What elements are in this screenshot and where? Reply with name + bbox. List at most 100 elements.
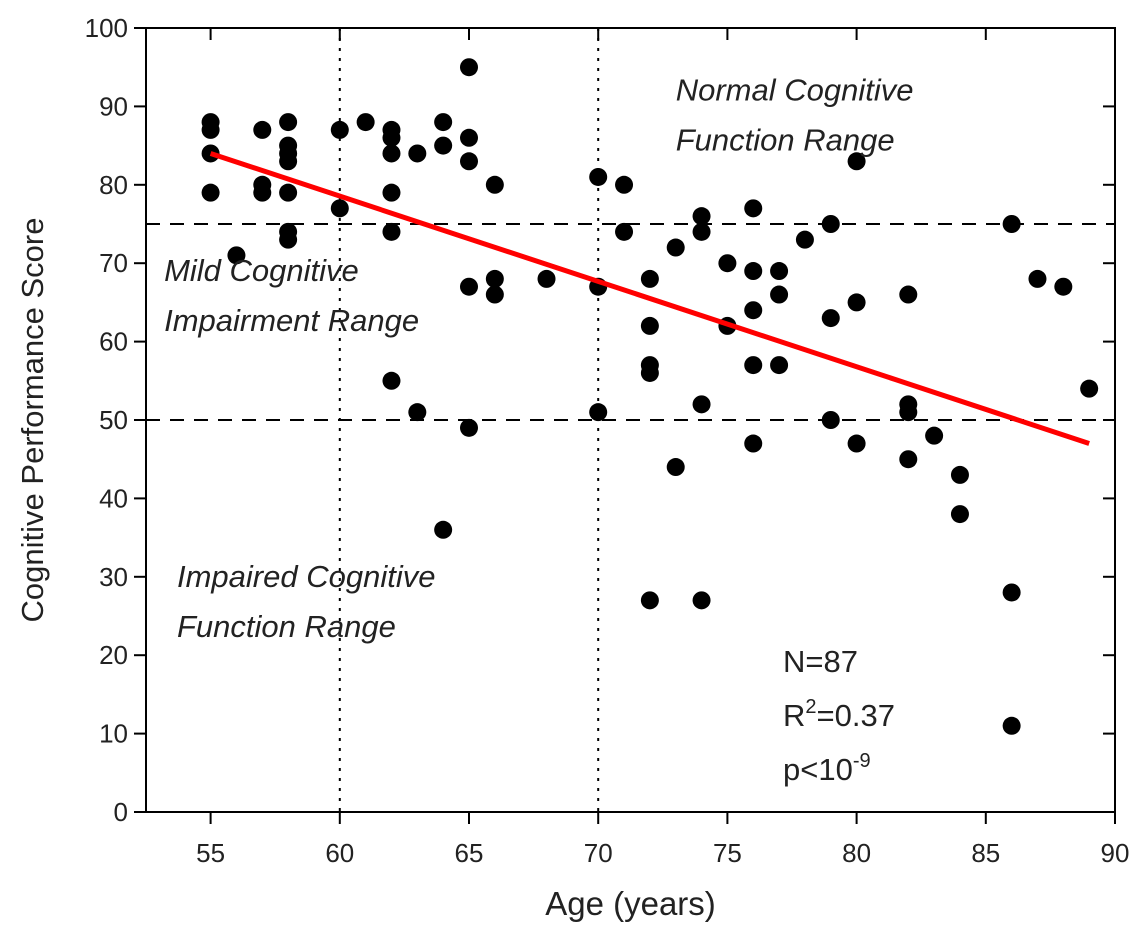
data-point <box>692 207 711 226</box>
data-point <box>485 175 504 194</box>
data-point <box>485 269 504 288</box>
data-point <box>382 222 401 241</box>
data-point <box>692 395 711 414</box>
data-point <box>640 591 659 610</box>
y-axis-label: Cognitive Performance Score <box>15 218 50 623</box>
data-point <box>847 293 866 312</box>
y-tick-label: 100 <box>85 13 128 43</box>
data-point <box>640 363 659 382</box>
data-point <box>950 465 969 484</box>
data-point <box>253 120 272 139</box>
data-point <box>718 254 737 273</box>
data-point <box>1080 379 1099 398</box>
data-point <box>589 167 608 186</box>
data-point <box>201 183 220 202</box>
x-tick-label: 85 <box>971 838 1000 868</box>
data-point <box>356 113 375 132</box>
y-tick-label: 60 <box>99 327 128 357</box>
stat-part: p<10 <box>783 752 853 787</box>
data-point <box>950 505 969 524</box>
fit-line <box>209 151 1090 446</box>
data-point <box>692 591 711 610</box>
data-point <box>382 371 401 390</box>
y-tick-label: 90 <box>99 91 128 121</box>
range-annotation: Impaired Cognitive <box>177 559 435 594</box>
x-tick-label: 75 <box>713 838 742 868</box>
y-tick-label: 40 <box>99 483 128 513</box>
data-point <box>821 309 840 328</box>
y-tick-label: 70 <box>99 248 128 278</box>
data-point <box>408 144 427 163</box>
data-point <box>279 183 298 202</box>
data-point <box>460 128 478 147</box>
data-point <box>770 262 789 281</box>
data-point <box>589 403 608 422</box>
data-point <box>434 520 453 539</box>
x-tick-label: 60 <box>325 838 354 868</box>
data-point <box>692 222 711 241</box>
superscript: 2 <box>805 696 816 718</box>
stat-part: R <box>783 698 805 733</box>
range-annotation: Impairment Range <box>164 303 419 338</box>
data-point <box>925 426 944 445</box>
data-point <box>770 285 789 304</box>
range-annotation: Function Range <box>177 609 396 644</box>
y-tick-label: 80 <box>99 170 128 200</box>
data-point <box>1028 269 1047 288</box>
data-point <box>460 58 478 77</box>
x-tick-label: 65 <box>455 838 484 868</box>
y-tick-label: 30 <box>99 562 128 592</box>
range-annotation: Function Range <box>676 123 895 158</box>
x-tick-label: 80 <box>842 838 871 868</box>
data-point <box>847 434 866 453</box>
data-point <box>434 113 453 132</box>
data-point <box>279 113 298 132</box>
data-point <box>1054 277 1073 296</box>
data-point <box>795 230 814 249</box>
data-point <box>434 136 453 155</box>
range-annotation: Mild Cognitive <box>164 253 359 288</box>
x-tick-label: 55 <box>196 838 225 868</box>
data-point <box>899 450 918 469</box>
data-point <box>460 418 478 437</box>
data-point <box>744 199 763 218</box>
data-point <box>744 434 763 453</box>
data-point <box>899 285 918 304</box>
data-point <box>1002 716 1021 735</box>
data-point <box>460 152 478 171</box>
data-point <box>899 403 918 422</box>
data-point <box>408 403 427 422</box>
data-point <box>615 175 634 194</box>
data-point <box>253 183 272 202</box>
data-point <box>744 262 763 281</box>
data-point <box>744 301 763 320</box>
data-point <box>537 269 556 288</box>
y-tick-label: 20 <box>99 640 128 670</box>
stat-text: N=87 <box>783 644 858 679</box>
data-point <box>330 120 349 139</box>
data-point <box>615 222 634 241</box>
data-point <box>821 215 840 233</box>
data-point <box>382 183 401 202</box>
data-point <box>744 356 763 375</box>
data-point <box>1002 215 1021 233</box>
data-point <box>821 411 840 429</box>
x-tick-label: 70 <box>584 838 613 868</box>
data-point <box>330 199 349 218</box>
data-point <box>666 458 685 477</box>
data-point <box>382 128 401 147</box>
data-point <box>382 144 401 163</box>
superscript: -9 <box>853 750 871 772</box>
stat-part: =0.37 <box>817 698 895 733</box>
y-tick-label: 0 <box>114 797 128 827</box>
x-tick-label: 90 <box>1101 838 1130 868</box>
data-point <box>640 269 659 288</box>
stat-text: R2=0.37 <box>783 696 895 733</box>
stat-part: N=87 <box>783 644 858 679</box>
data-point <box>279 230 298 249</box>
data-point <box>1002 583 1021 602</box>
stat-text: p<10-9 <box>783 750 871 787</box>
data-point <box>201 120 220 139</box>
x-axis-label: Age (years) <box>545 885 716 922</box>
